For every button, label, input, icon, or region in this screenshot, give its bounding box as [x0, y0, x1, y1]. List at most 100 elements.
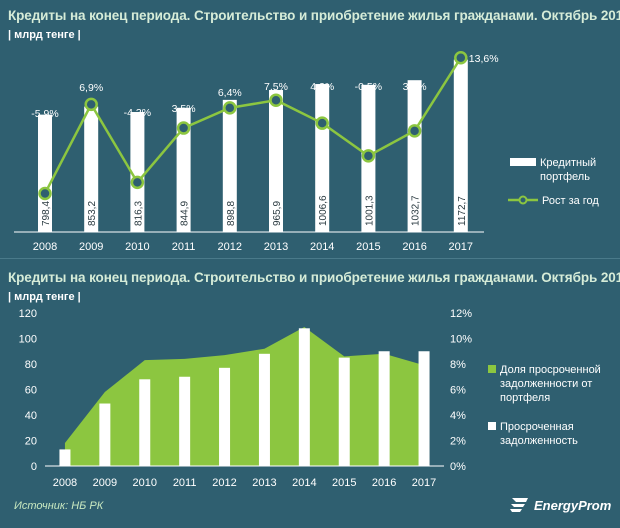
- y-right-tick-label: 4%: [450, 410, 466, 422]
- legend-label-portfolio: Кредитный: [540, 157, 596, 169]
- overdue-bar: [258, 353, 270, 466]
- growth-label: 6,9%: [79, 82, 103, 94]
- y-left-tick-label: 80: [25, 359, 37, 371]
- x-tick-label: 2009: [79, 241, 103, 253]
- growth-point: [84, 97, 98, 112]
- legend-swatch-share: [488, 365, 496, 373]
- legend-label-overdue: Просроченная: [500, 421, 574, 433]
- growth-label: -0,5%: [355, 81, 382, 93]
- portfolio-bar: [222, 99, 237, 232]
- x-tick-label: 2016: [372, 477, 396, 489]
- chart-title-top: Кредиты на конец периода. Строительство …: [8, 8, 620, 23]
- y-left-tick-label: 0: [31, 461, 37, 473]
- growth-line: [43, 57, 462, 195]
- x-tick-label: 2016: [402, 241, 426, 253]
- overdue-bar: [179, 376, 191, 466]
- portfolio-bar: [407, 80, 422, 232]
- legend-label-share: Доля просроченной: [500, 364, 601, 376]
- portfolio-bar-label: 1001,3: [364, 195, 375, 226]
- portfolio-bar: [269, 90, 283, 233]
- y-right-tick-label: 0%: [450, 461, 466, 473]
- portfolio-bar-label: 844,9: [180, 201, 191, 226]
- y-left-tick-label: 120: [19, 308, 37, 320]
- portfolio-bar: [176, 107, 191, 232]
- overdue-bar: [298, 328, 310, 466]
- portfolio-bar: [130, 112, 145, 232]
- x-tick-label: 2014: [292, 477, 316, 489]
- x-tick-label: 2017: [412, 477, 436, 489]
- y-left-tick-label: 40: [25, 410, 37, 422]
- x-tick-label: 2008: [33, 241, 57, 253]
- source-note: Источник: НБ РК: [14, 500, 104, 512]
- x-tick-label: 2011: [173, 477, 197, 489]
- overdue-bar: [219, 367, 231, 466]
- overdue-bar: [418, 351, 430, 466]
- growth-point: [315, 116, 329, 130]
- x-tick-label: 2010: [125, 241, 149, 253]
- y-left-tick-label: 60: [25, 385, 37, 397]
- x-tick-label: 2013: [252, 477, 276, 489]
- legend-swatch-portfolio: [510, 158, 536, 166]
- growth-label: 4,2%: [310, 81, 334, 93]
- growth-point: [176, 121, 191, 135]
- growth-point: [38, 186, 52, 201]
- growth-point: [223, 101, 237, 115]
- y-right-tick-label: 6%: [450, 385, 466, 397]
- brand-name: EnergyProm: [534, 497, 612, 513]
- x-tick-label: 2015: [332, 477, 356, 489]
- chart-unit-bottom: | млрд тенге |: [8, 291, 81, 303]
- x-tick-label: 2012: [212, 477, 236, 489]
- legend-label-portfolio-2: портфель: [540, 171, 590, 183]
- x-tick-label: 2014: [310, 241, 334, 253]
- portfolio-bar-label: 965,9: [272, 201, 283, 226]
- growth-point: [130, 175, 145, 190]
- growth-point: [407, 124, 422, 138]
- portfolio-bar-label: 816,3: [133, 201, 144, 226]
- portfolio-bar: [84, 106, 99, 232]
- portfolio-bar-label: 1032,7: [411, 195, 422, 226]
- overdue-bar: [139, 379, 151, 466]
- legend-label-overdue-2: задолженность: [500, 435, 578, 447]
- chart-bottom-svg: 0 20 40 60 80 100 120 0% 2% 4% 6% 8% 10% 12% 2008 2009 2…: [19, 308, 601, 489]
- panel-divider: [0, 258, 620, 259]
- legend-swatch-growth-marker: [518, 195, 528, 205]
- chart-panel-bottom: Кредиты на конец периода. Строительство …: [0, 258, 620, 528]
- y-left-tick-label: 20: [25, 436, 37, 448]
- legend-swatch-overdue: [488, 422, 496, 430]
- y-left-tick-label: 100: [19, 334, 37, 346]
- legend-label-share-3: портфеля: [500, 392, 550, 404]
- portfolio-bar-label: 853,2: [87, 201, 98, 226]
- portfolio-bar: [453, 59, 468, 232]
- portfolio-bar: [38, 114, 52, 232]
- portfolio-bar-label: 898,8: [226, 201, 237, 226]
- portfolio-bar-label: 1172,7: [457, 196, 468, 226]
- growth-label: -4,3%: [124, 107, 151, 119]
- overdue-bar: [59, 449, 71, 466]
- growth-label: 7,5%: [264, 81, 288, 93]
- chart-unit-top: | млрд тенге |: [8, 29, 81, 41]
- growth-point: [269, 93, 283, 107]
- chart-title-bottom: Кредиты на конец периода. Строительство …: [8, 270, 620, 285]
- overdue-bar: [378, 351, 390, 466]
- legend-label-share-2: задолженности от: [500, 378, 592, 390]
- y-right-tick-label: 12%: [450, 308, 472, 320]
- legend-label-growth: Рост за год: [542, 195, 599, 207]
- x-tick-label: 2009: [93, 477, 117, 489]
- x-tick-label: 2008: [53, 477, 77, 489]
- growth-point: [361, 149, 376, 163]
- portfolio-bar-label: 1006,6: [318, 195, 329, 226]
- growth-label: 3,5%: [172, 103, 196, 115]
- y-right-tick-label: 8%: [450, 359, 466, 371]
- overdue-bar: [338, 357, 350, 466]
- growth-label: 6,4%: [218, 87, 242, 99]
- x-tick-label: 2015: [356, 241, 380, 253]
- growth-label: -5,9%: [31, 108, 58, 120]
- growth-label: 13,6%: [469, 53, 499, 65]
- energyprom-logo-icon: [510, 498, 528, 512]
- portfolio-bar-label: 798,4: [41, 201, 52, 226]
- overdue-bar: [99, 403, 111, 466]
- x-tick-label: 2011: [172, 241, 196, 253]
- growth-point: [454, 50, 468, 65]
- growth-label: 3,1%: [403, 81, 427, 93]
- x-tick-label: 2017: [449, 241, 473, 253]
